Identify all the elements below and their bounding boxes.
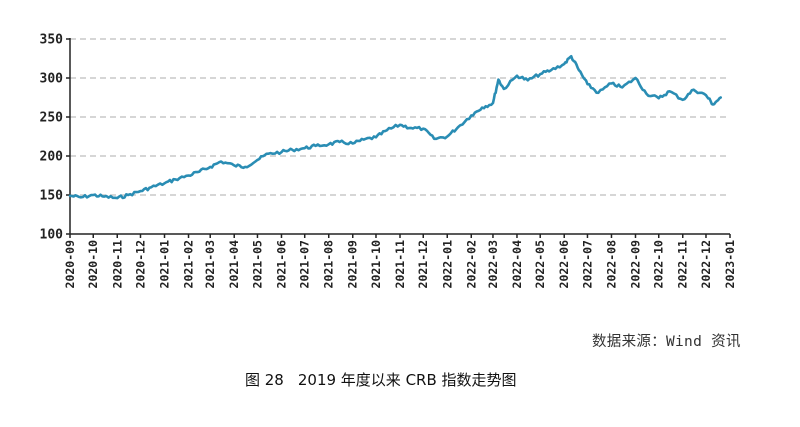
x-tick-label: 2022-01 (440, 240, 454, 289)
x-tick-label: 2020-09 (63, 240, 77, 289)
x-tick-label: 2022-03 (486, 240, 500, 289)
data-source-note: 数据来源：Wind 资讯 (592, 334, 741, 350)
x-tick-label: 2022-09 (628, 240, 642, 289)
y-axis-ticks: 100 150 200 250 300 350 (40, 33, 64, 243)
x-tick-label: 2021-11 (393, 240, 407, 289)
y-tick-label: 300 (40, 72, 64, 87)
x-axis-ticks: 2020-09 2020-10 2020-11 2020-12 2021-01 2021-… (63, 240, 737, 289)
x-tick-label: 2022-07 (580, 240, 594, 289)
x-tick-label: 2022-06 (557, 240, 571, 289)
x-tick-label: 2022-08 (604, 240, 618, 289)
figure-title: 2019 年度以来 CRB 指数走势图 (297, 371, 517, 389)
x-tick-label: 2023-01 (723, 240, 737, 289)
x-tick-label: 2021-02 (182, 240, 196, 288)
x-tick-label: 2020-12 (133, 240, 147, 288)
series-line-crb (68, 54, 722, 200)
x-tick-label: 2021-10 (369, 240, 383, 289)
x-tick-label: 2021-06 (274, 240, 288, 289)
axes (66, 38, 731, 238)
crb-index-chart: 100 150 200 250 300 350 2020-09 2020-10 2020-11… (40, 33, 737, 289)
y-tick-label: 200 (40, 150, 64, 165)
figure-caption: 图 28 2019 年度以来 CRB 指数走势图 (243, 369, 517, 390)
x-tick-label: 2021-01 (158, 240, 172, 289)
figure-number: 图 28 (245, 371, 284, 389)
x-tick-label: 2020-11 (110, 240, 124, 289)
x-tick-label: 2021-04 (227, 240, 241, 289)
y-tick-label: 350 (40, 33, 64, 48)
x-tick-label: 2021-03 (203, 240, 217, 289)
y-tick-label: 250 (40, 111, 64, 126)
y-tick-label: 100 (40, 228, 64, 243)
series-layer (68, 54, 722, 200)
x-tick-label: 2022-05 (533, 240, 547, 289)
x-tick-label: 2021-09 (346, 240, 360, 289)
x-tick-label: 2021-07 (298, 240, 312, 289)
x-tick-label: 2022-12 (699, 240, 713, 288)
x-tick-label: 2021-12 (416, 240, 430, 288)
x-tick-label: 2022-04 (510, 240, 524, 289)
x-tick-label: 2022-10 (652, 240, 666, 289)
y-tick-label: 150 (40, 189, 64, 204)
x-tick-label: 2022-02 (464, 240, 478, 288)
x-tick-label: 2022-11 (676, 240, 690, 289)
grid-lines (70, 38, 730, 196)
x-tick-label: 2020-10 (86, 240, 100, 289)
x-tick-label: 2021-08 (322, 240, 336, 289)
x-tick-label: 2021-05 (250, 240, 264, 289)
